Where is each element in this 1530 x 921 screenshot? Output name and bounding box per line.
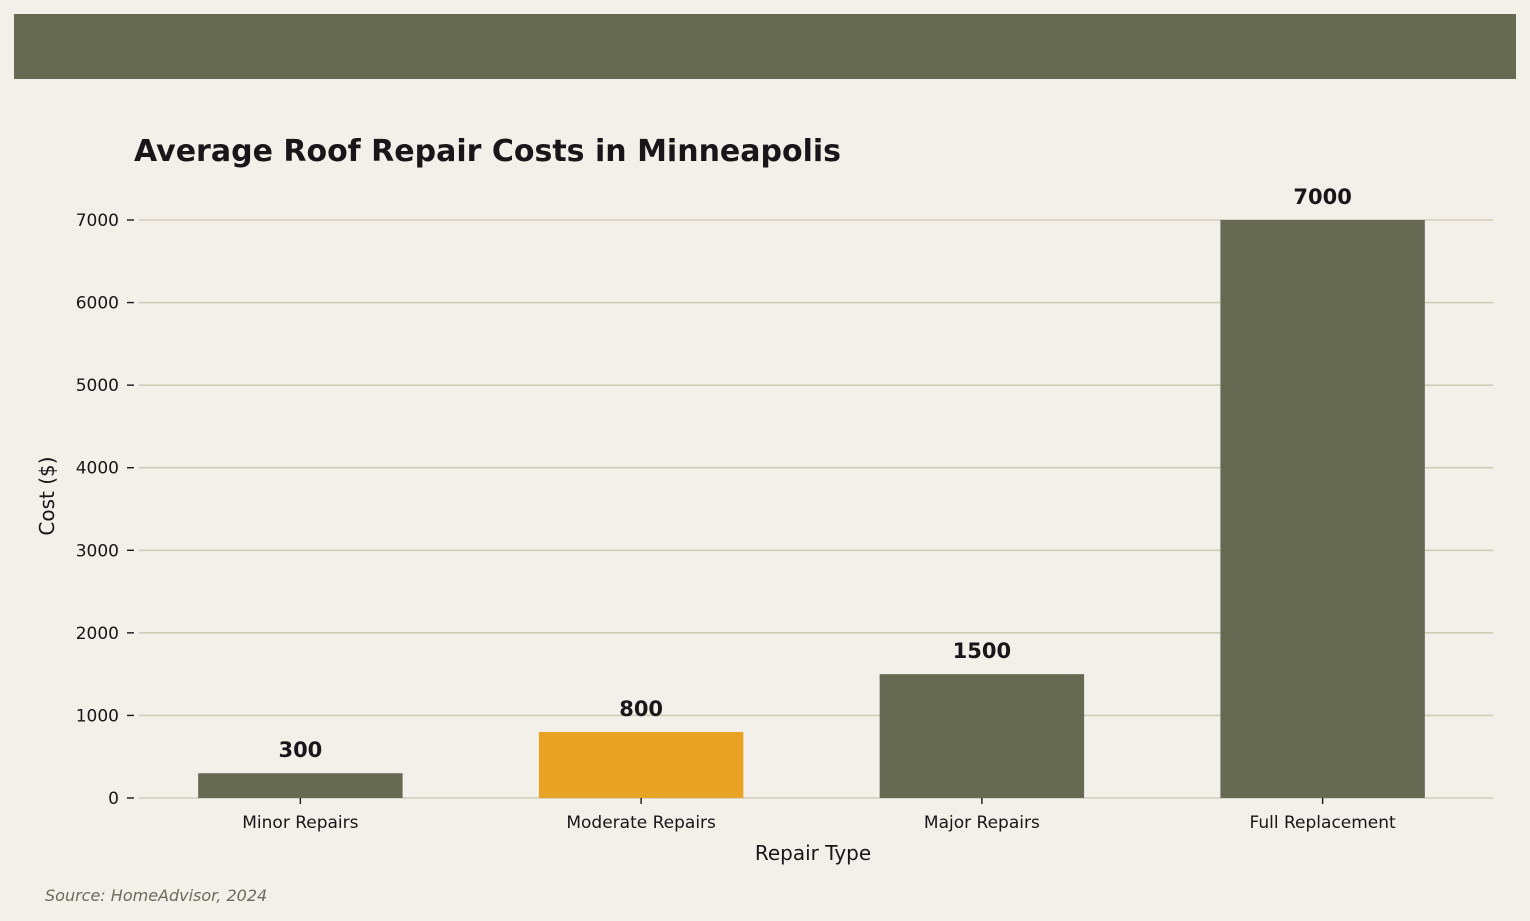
y-tick-label: 6000: [76, 294, 119, 314]
y-tick-label: 5000: [76, 376, 119, 396]
x-tick-label: Minor Repairs: [242, 813, 358, 833]
bar-value-label: 7000: [1293, 185, 1351, 209]
bar-value-label: 1500: [953, 639, 1011, 663]
y-tick-label: 4000: [76, 459, 119, 479]
source-note: Source: HomeAdvisor, 2024: [45, 886, 268, 905]
y-tick-label: 2000: [76, 624, 119, 644]
y-tick-label: 3000: [76, 541, 119, 561]
bar: [198, 773, 403, 798]
bar-value-label: 300: [278, 738, 322, 762]
chart-title: Average Roof Repair Costs in Minneapolis: [134, 134, 842, 169]
x-tick-label: Moderate Repairs: [566, 813, 716, 833]
x-axis-title: Repair Type: [755, 841, 871, 865]
y-axis-title: Cost ($): [35, 456, 59, 535]
bar: [538, 731, 744, 798]
x-axis: Minor Repairs Moderate Repairs Major Repai…: [242, 798, 1396, 833]
header-band: [14, 14, 1516, 79]
bars: [198, 220, 1425, 798]
x-tick-label: Full Replacement: [1250, 813, 1397, 833]
bar: [879, 674, 1085, 798]
bar-value-label: 800: [619, 697, 663, 721]
y-tick-label: 7000: [76, 211, 119, 231]
y-tick-label: 1000: [76, 706, 119, 726]
data-labels: 300 800 1500 7000: [278, 185, 1351, 762]
x-tick-label: Major Repairs: [924, 813, 1040, 833]
bar: [1220, 220, 1425, 798]
y-tick-label: 0: [108, 789, 119, 809]
y-axis: 0 1000 2000 3000 4000 5000 6000 7000: [76, 211, 134, 809]
